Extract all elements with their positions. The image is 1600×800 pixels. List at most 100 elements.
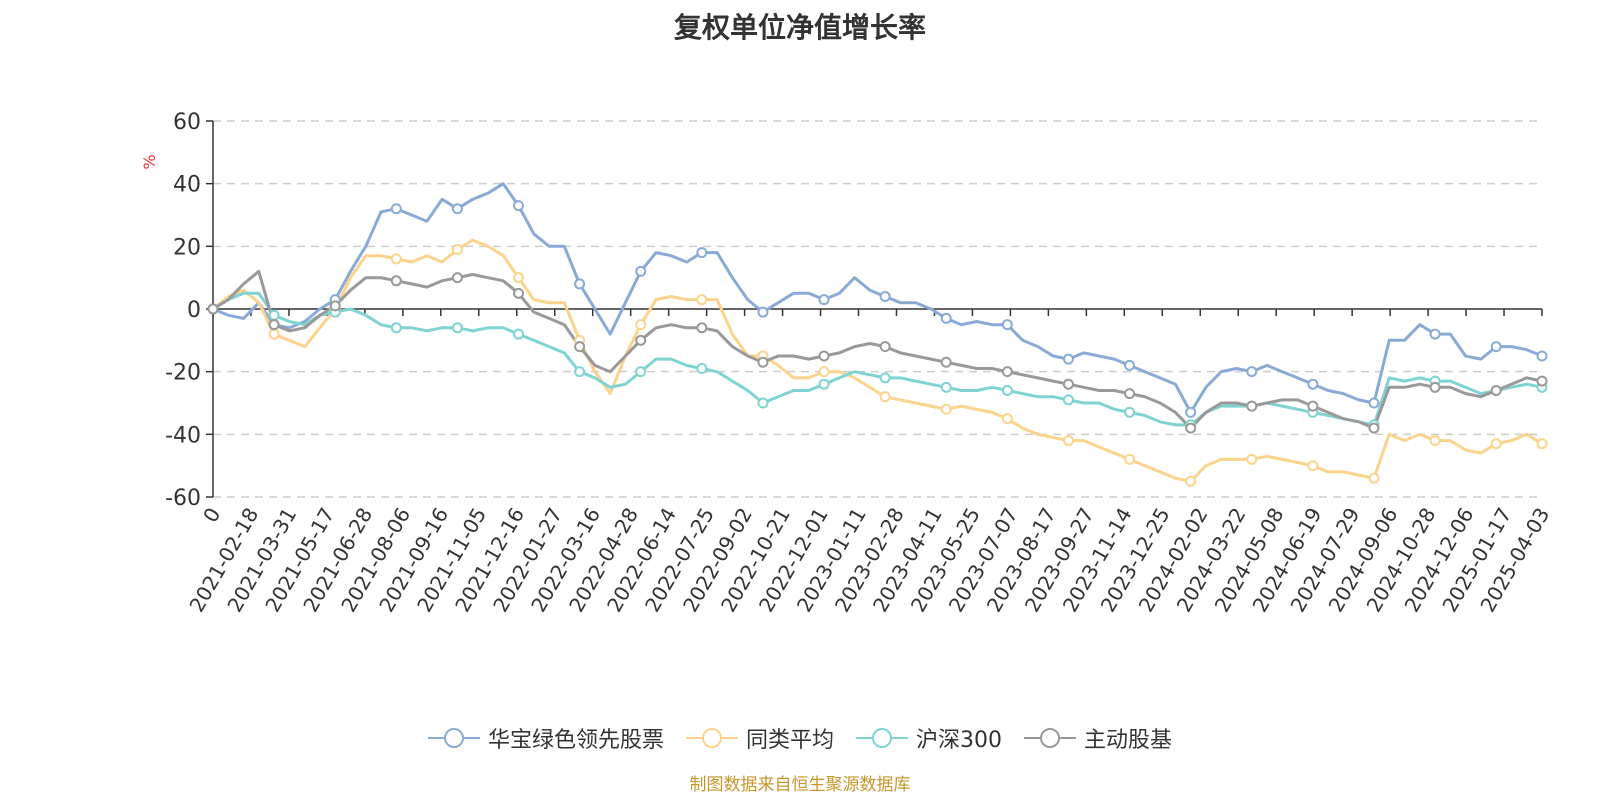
- data-point: [513, 328, 525, 340]
- data-point: [696, 322, 708, 334]
- data-point: [818, 366, 830, 378]
- data-point: [513, 272, 525, 284]
- y-tick-label: 20: [173, 235, 201, 260]
- y-tick-label: -20: [165, 361, 201, 386]
- data-point: [1536, 438, 1548, 450]
- data-point: [1246, 400, 1258, 412]
- data-point: [574, 366, 586, 378]
- data-point: [451, 203, 463, 215]
- data-point: [451, 243, 463, 255]
- data-point: [1429, 328, 1441, 340]
- legend-swatch-icon: [856, 728, 908, 748]
- data-point: [513, 287, 525, 299]
- data-point: [268, 328, 280, 340]
- data-point: [818, 350, 830, 362]
- legend-label: 主动股基: [1084, 728, 1173, 753]
- tick-labels: 6040200-20-40-6002021-02-182021-03-31202…: [165, 110, 1554, 616]
- series-lines: [212, 182, 1543, 483]
- data-point: [451, 322, 463, 334]
- series-markers: [207, 200, 1548, 487]
- data-point: [1536, 375, 1548, 387]
- data-point: [1001, 413, 1013, 425]
- data-point: [635, 319, 647, 331]
- data-point: [1246, 366, 1258, 378]
- data-point: [696, 247, 708, 259]
- chart-title: 复权单位净值增长率: [673, 11, 926, 44]
- data-point: [390, 322, 402, 334]
- series-line: [212, 269, 1543, 430]
- series-line: [212, 182, 1543, 414]
- data-point: [635, 265, 647, 277]
- data-point: [1124, 406, 1136, 418]
- data-point: [1062, 435, 1074, 447]
- legend-label: 华宝绿色领先股票: [487, 728, 664, 753]
- data-point: [757, 356, 769, 368]
- data-point: [1062, 353, 1074, 365]
- legend-swatch-icon: [1024, 728, 1076, 748]
- series-line: [212, 291, 1543, 427]
- data-point: [1124, 359, 1136, 371]
- data-point: [574, 341, 586, 353]
- data-point: [390, 203, 402, 215]
- line-chart: 6040200-20-40-6002021-02-182021-03-31202…: [140, 110, 1554, 616]
- data-point: [635, 366, 647, 378]
- data-point: [390, 275, 402, 287]
- data-point: [268, 319, 280, 331]
- data-point: [1185, 475, 1197, 487]
- data-point: [940, 312, 952, 324]
- data-point: [1185, 406, 1197, 418]
- data-point: [451, 272, 463, 284]
- legend-item[interactable]: 主动股基: [1024, 722, 1172, 754]
- data-point: [1001, 384, 1013, 396]
- legend-item[interactable]: 沪深300: [856, 722, 1002, 754]
- grid-lines: [213, 120, 1542, 498]
- data-point: [513, 200, 525, 212]
- legend-swatch-icon: [427, 728, 480, 748]
- y-tick-label: 60: [173, 110, 201, 135]
- data-point: [1307, 378, 1319, 390]
- legend-label: 同类平均: [745, 728, 834, 753]
- data-point: [879, 391, 891, 403]
- legend-label: 沪深300: [916, 728, 1002, 753]
- data-point: [940, 403, 952, 415]
- data-point: [1368, 472, 1380, 484]
- legend: 华宝绿色领先股票 同类平均 沪深300 主动股基: [0, 722, 1600, 754]
- data-point: [757, 397, 769, 409]
- data-point: [696, 294, 708, 306]
- data-point: [818, 294, 830, 306]
- data-point: [1368, 397, 1380, 409]
- data-point: [390, 253, 402, 265]
- data-point: [696, 363, 708, 375]
- data-point: [1185, 422, 1197, 434]
- data-point: [940, 381, 952, 393]
- data-point: [329, 300, 341, 312]
- data-point: [757, 306, 769, 318]
- data-point: [207, 303, 219, 315]
- data-point: [1429, 381, 1441, 393]
- data-point: [879, 290, 891, 302]
- data-point: [1124, 388, 1136, 400]
- y-tick-label: -60: [165, 486, 201, 511]
- y-axis-label: %: [140, 154, 159, 169]
- data-point: [268, 309, 280, 321]
- axes: [206, 120, 1543, 498]
- data-point: [1307, 460, 1319, 472]
- data-point: [574, 278, 586, 290]
- data-point: [1124, 453, 1136, 465]
- data-point: [1536, 350, 1548, 362]
- legend-item[interactable]: 华宝绿色领先股票: [427, 722, 664, 754]
- y-tick-label: -40: [165, 423, 201, 448]
- data-point: [1490, 341, 1502, 353]
- data-point: [1490, 438, 1502, 450]
- source-note: 制图数据来自恒生聚源数据库: [689, 775, 911, 795]
- y-tick-label: 0: [187, 298, 201, 323]
- data-point: [1062, 394, 1074, 406]
- data-point: [1490, 384, 1502, 396]
- data-point: [1429, 435, 1441, 447]
- data-point: [940, 356, 952, 368]
- legend-swatch-icon: [685, 728, 738, 748]
- y-tick-label: 40: [173, 173, 201, 198]
- legend-item[interactable]: 同类平均: [685, 722, 834, 754]
- data-point: [818, 378, 830, 390]
- data-point: [1246, 453, 1258, 465]
